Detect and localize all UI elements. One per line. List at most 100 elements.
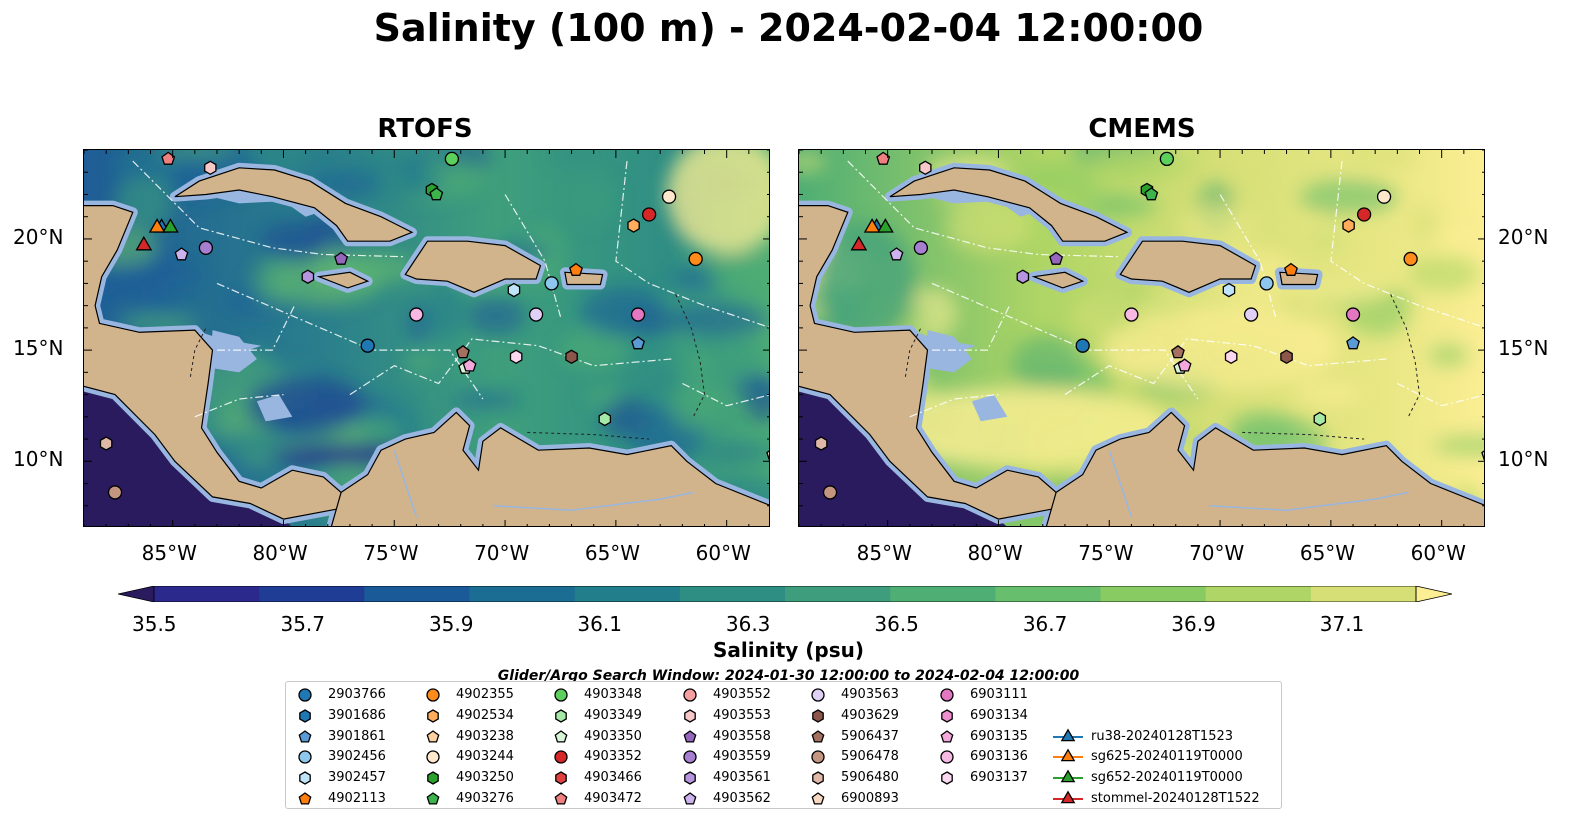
float-marker-4903562 xyxy=(889,247,904,261)
legend-marker xyxy=(299,709,311,723)
legend-label: 4903238 xyxy=(456,728,514,744)
lat-tick-label-left: 10°N xyxy=(13,447,64,472)
legend-marker xyxy=(811,729,825,743)
legend-marker xyxy=(426,729,440,743)
float-marker-4902534 xyxy=(627,218,640,233)
lat-tick-label-left: 15°N xyxy=(13,336,64,361)
colorbar-tick-label: 36.3 xyxy=(725,612,771,636)
float-marker-4903348 xyxy=(444,151,460,167)
float-marker-6900893 xyxy=(1481,450,1484,461)
legend-label: 5906478 xyxy=(841,749,899,765)
search-window-note: Glider/Argo Search Window: 2024-01-30 12… xyxy=(497,668,1080,684)
circle-marker-icon xyxy=(298,688,312,702)
legend-label: 5906480 xyxy=(841,770,899,786)
float-marker-4903244 xyxy=(1376,189,1392,204)
legend-label: 4903250 xyxy=(456,770,514,786)
legend-marker xyxy=(1060,790,1076,804)
float-marker-4902113 xyxy=(1284,262,1298,276)
map-cmems xyxy=(798,149,1485,527)
legend-label: 4902355 xyxy=(456,687,514,702)
legend-label: 6903111 xyxy=(970,687,1028,702)
glider-marker-sg652-20240119T0000 xyxy=(162,218,179,233)
legend-label: 6903137 xyxy=(970,770,1028,786)
float-marker-4902113 xyxy=(569,262,583,276)
legend-marker xyxy=(683,688,697,702)
legend-marker xyxy=(555,771,567,785)
legend-marker xyxy=(941,709,953,723)
colorbar-segment xyxy=(785,586,891,602)
glider-marker-stommel-20240128T1522 xyxy=(850,235,868,251)
colorbar-tick-label: 36.5 xyxy=(874,612,919,636)
colorbar-tick-label: 36.1 xyxy=(577,612,622,636)
glider-marker-sg625-20240119T0000 xyxy=(863,218,881,233)
circle-marker-icon xyxy=(811,688,825,702)
float-marker-4903629 xyxy=(565,349,578,365)
legend-marker xyxy=(426,792,440,805)
float-marker-6903111 xyxy=(630,307,646,322)
circle-marker-icon xyxy=(683,688,697,702)
float-marker-4903561 xyxy=(1016,269,1030,284)
legend-marker xyxy=(811,688,825,702)
pentagon-marker-icon xyxy=(811,729,825,743)
lon-tick-label: 70°W xyxy=(474,541,530,565)
legend-label: 4903553 xyxy=(713,707,771,723)
float-marker-4902355 xyxy=(1403,251,1418,267)
legend-label: 4903561 xyxy=(713,770,771,786)
legend-marker xyxy=(1060,748,1076,762)
float-marker-4903559 xyxy=(198,240,214,255)
float-marker-3901861 xyxy=(1346,336,1360,350)
lon-tick-label: 85°W xyxy=(141,541,197,565)
lat-tick-label-right: 15°N xyxy=(1498,336,1549,361)
legend-label: 3902456 xyxy=(328,749,386,765)
float-marker-4903472 xyxy=(161,151,176,165)
lon-tick-label: 70°W xyxy=(1189,541,1245,565)
legend-marker xyxy=(940,750,954,765)
legend-label: 4902534 xyxy=(456,707,514,723)
colorbar-segment xyxy=(154,586,260,602)
legend-label: 6903136 xyxy=(970,749,1028,765)
legend-marker xyxy=(426,750,440,765)
float-marker-2903766 xyxy=(360,338,375,353)
hexagon-marker-icon xyxy=(684,771,696,785)
pentagon-marker-icon xyxy=(426,729,440,743)
lat-tick-label-left: 20°N xyxy=(13,224,64,249)
legend-marker xyxy=(684,709,696,723)
legend-label: 5906437 xyxy=(841,728,899,744)
lon-tick-label: 75°W xyxy=(1078,541,1134,565)
colorbar-under-arrow xyxy=(117,585,155,603)
hexagon-marker-icon xyxy=(427,709,439,723)
circle-marker-icon xyxy=(426,688,440,702)
legend-label: 4903276 xyxy=(456,791,514,806)
legend-marker xyxy=(683,792,697,805)
legend-marker xyxy=(812,771,824,785)
float-marker-3901861 xyxy=(631,336,645,350)
float-marker-4903276 xyxy=(1144,187,1159,201)
float-marker-6903137 xyxy=(1224,349,1238,365)
legend-label: sg625-20240119T0000 xyxy=(1091,749,1243,765)
legend-marker xyxy=(298,729,312,743)
legend-label: 4903552 xyxy=(713,687,771,702)
legend-label: 4903466 xyxy=(584,770,642,786)
triangle-marker-icon xyxy=(1053,790,1083,804)
colorbar-segment xyxy=(1205,586,1312,602)
float-marker-3902456 xyxy=(1259,276,1274,291)
float-marker-4903472 xyxy=(876,151,891,165)
colorbar-segment xyxy=(259,586,365,602)
legend-marker xyxy=(555,709,567,723)
pentagon-marker-icon xyxy=(940,729,954,743)
circle-marker-icon xyxy=(426,750,440,765)
colorbar-segment xyxy=(1100,586,1207,602)
lat-tick-label-right: 20°N xyxy=(1498,224,1549,249)
legend-marker xyxy=(554,729,568,743)
circle-marker-icon xyxy=(940,688,954,702)
float-marker-4903561 xyxy=(301,269,315,284)
legend-marker xyxy=(298,688,312,702)
pentagon-marker-icon xyxy=(683,792,697,805)
triangle-marker-icon xyxy=(1053,728,1083,741)
hexagon-marker-icon xyxy=(812,771,824,785)
colorbar-over-arrow xyxy=(1415,585,1453,603)
legend-marker xyxy=(683,750,697,765)
lon-tick-label: 80°W xyxy=(967,541,1023,565)
pentagon-marker-icon xyxy=(298,729,312,743)
float-marker-5906437 xyxy=(1171,344,1185,359)
